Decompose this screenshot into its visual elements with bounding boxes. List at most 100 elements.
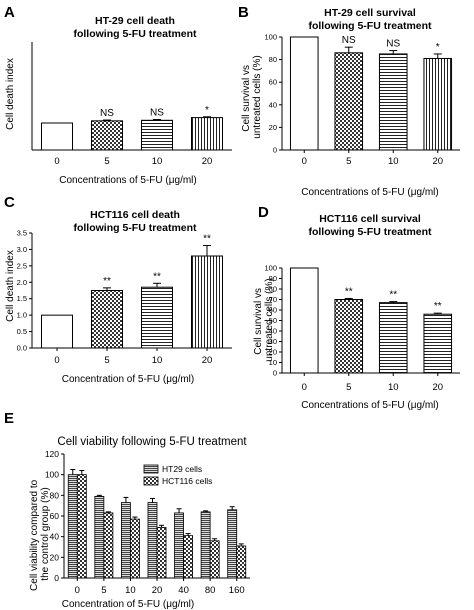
- y-tick-label-e: 80: [50, 490, 60, 500]
- x-axis-unit-e: μg/ml: [166, 599, 191, 610]
- y-axis-label-d-line2: untreated cells (%): [264, 278, 275, 361]
- y-tick-label-c: 0.5: [17, 327, 27, 336]
- plot-area-e: 0 20 40 60 80 100 120 0 5 10 20 40 80 160: [45, 449, 250, 596]
- y-axis-label-d: Cell survival vs untreated cells (%): [253, 278, 275, 361]
- bar-e-series-2: [103, 512, 114, 579]
- y-tick-label-d: 100: [264, 264, 277, 273]
- chart-title-b-line1: HT-29 cell survival: [324, 7, 416, 19]
- x-axis-unit-a: μg/ml: [169, 175, 194, 186]
- x-tick-label-d: 5: [346, 382, 351, 393]
- panel-b: B HT-29 cell survival following 5-FU tre…: [238, 4, 460, 198]
- panel-letter-a: A: [4, 4, 15, 21]
- significance-label-a: NS: [100, 108, 114, 119]
- y-tick-label-b: 20: [269, 123, 277, 132]
- significance-label-a: NS: [150, 107, 164, 118]
- plot-area-c: 0.0 0.5 1.0 1.5 2.0 2.5 3.0 3.5 0 ** 5 ** 10 ** 20: [17, 229, 232, 366]
- bar-b: [289, 36, 319, 151]
- legend-label-ht29: HT29 cells: [162, 464, 202, 474]
- y-tick-label-d: 50: [269, 316, 277, 325]
- significance-label-b: *: [436, 42, 440, 53]
- chart-title-a-line1: HT-29 cell death: [95, 15, 175, 27]
- y-tick-label-b: 40: [269, 100, 277, 109]
- y-tick-label-d: 70: [269, 295, 277, 304]
- bar-e-series-1: [200, 511, 211, 579]
- x-tick-label-d: 10: [388, 382, 399, 393]
- bar-e-series-2: [236, 545, 247, 579]
- panel-letter-e: E: [4, 410, 14, 427]
- x-axis-label-d: Concentrations of 5-FU (μg/ml): [301, 400, 439, 411]
- x-tick-label-b: 20: [432, 156, 443, 167]
- x-tick-label-c: 5: [104, 355, 109, 366]
- x-axis-unit-c: μg/ml: [166, 374, 191, 385]
- chart-title-c-line2: following 5-FU treatment: [73, 222, 197, 234]
- y-tick-label-b: 60: [269, 78, 277, 87]
- legend-swatch-hct116: [143, 476, 159, 486]
- y-tick-label-c: 3.5: [17, 229, 27, 238]
- chart-title-b-line2: following 5-FU treatment: [308, 20, 432, 32]
- y-axis-label-d-line1: Cell survival vs: [253, 288, 264, 355]
- bar-e-series-1: [94, 495, 105, 579]
- y-tick-label-d: 60: [269, 306, 277, 315]
- bar-c: [141, 286, 173, 349]
- y-tick-label-d: 0: [273, 369, 277, 378]
- x-tick-label-e: 160: [229, 585, 245, 596]
- bar-c: [41, 314, 73, 349]
- bar-e-series-1: [147, 502, 158, 579]
- bar-e-series-2: [156, 526, 167, 579]
- x-tick-label-e: 0: [75, 585, 80, 596]
- significance-label-d: **: [434, 301, 442, 312]
- chart-title-d-line1: HCT116 cell survival: [319, 213, 421, 225]
- y-axis-label-a: Cell death index: [5, 58, 16, 130]
- significance-label-b: NS: [342, 35, 356, 46]
- significance-label-b: NS: [386, 39, 400, 50]
- y-tick-label-d: 80: [269, 285, 277, 294]
- plot-area-a: 0 NS 5 NS 10 * 20: [31, 42, 232, 167]
- bar-e-series-1: [120, 502, 131, 579]
- bar-e-series-2: [76, 474, 87, 579]
- legend-e: HT29 cells HCT116 cells: [143, 464, 212, 486]
- bar-a: [91, 120, 123, 151]
- y-tick-label-d: 30: [269, 337, 277, 346]
- bar-d: [334, 299, 364, 374]
- bar-a: [191, 117, 223, 151]
- bar-e-series-2: [209, 540, 220, 579]
- bar-b: [334, 52, 364, 151]
- y-tick-label-e: 40: [50, 532, 60, 542]
- bar-e-series-2: [183, 535, 194, 579]
- panel-letter-c: C: [4, 194, 15, 211]
- y-axis-label-e-line1: Cell viability compared to: [29, 479, 40, 591]
- y-tick-label-b: 0: [273, 146, 277, 155]
- y-axis-label-b: Cell survival vs untreated cells (%): [241, 55, 263, 138]
- x-tick-label-e: 40: [178, 585, 189, 596]
- y-tick-label-d: 40: [269, 327, 277, 336]
- legend-swatch-ht29: [143, 464, 159, 474]
- bar-a: [41, 122, 73, 151]
- significance-label-c: **: [203, 233, 211, 244]
- x-tick-label-d: 0: [302, 382, 307, 393]
- y-tick-label-c: 1.0: [17, 311, 27, 320]
- significance-label-c: **: [153, 271, 161, 282]
- y-tick-label-e: 120: [45, 449, 59, 459]
- panel-letter-b: B: [238, 4, 249, 21]
- y-tick-label-d: 10: [269, 358, 277, 367]
- x-tick-label-b: 5: [346, 156, 351, 167]
- x-tick-label-b: 10: [388, 156, 399, 167]
- bar-e-series-2: [130, 518, 140, 579]
- bar-e-series-1: [174, 512, 184, 579]
- y-tick-label-e: 60: [50, 511, 60, 521]
- y-tick-label-d: 90: [269, 274, 277, 283]
- y-tick-label-c: 2.5: [17, 261, 27, 270]
- panel-d: D HCT116 cell survival following 5-FU tr…: [253, 204, 460, 411]
- legend-label-hct116: HCT116 cells: [162, 476, 212, 486]
- x-tick-label-e: 5: [101, 585, 106, 596]
- y-tick-label-b: 100: [264, 33, 277, 42]
- plot-area-b: 0 20 40 60 80 100 0 NS 5 NS 10 * 20: [264, 33, 460, 167]
- x-tick-label-b: 0: [302, 156, 307, 167]
- chart-title-e: Cell viability following 5-FU treatment: [57, 436, 247, 448]
- bar-e-series-1: [67, 474, 78, 579]
- significance-label-d: **: [345, 286, 353, 297]
- x-axis-label-c: Concentration of 5-FU (μg/ml): [62, 374, 195, 385]
- significance-label-c: **: [103, 276, 111, 287]
- panel-a: A HT-29 cell death following 5-FU treatm…: [4, 4, 232, 186]
